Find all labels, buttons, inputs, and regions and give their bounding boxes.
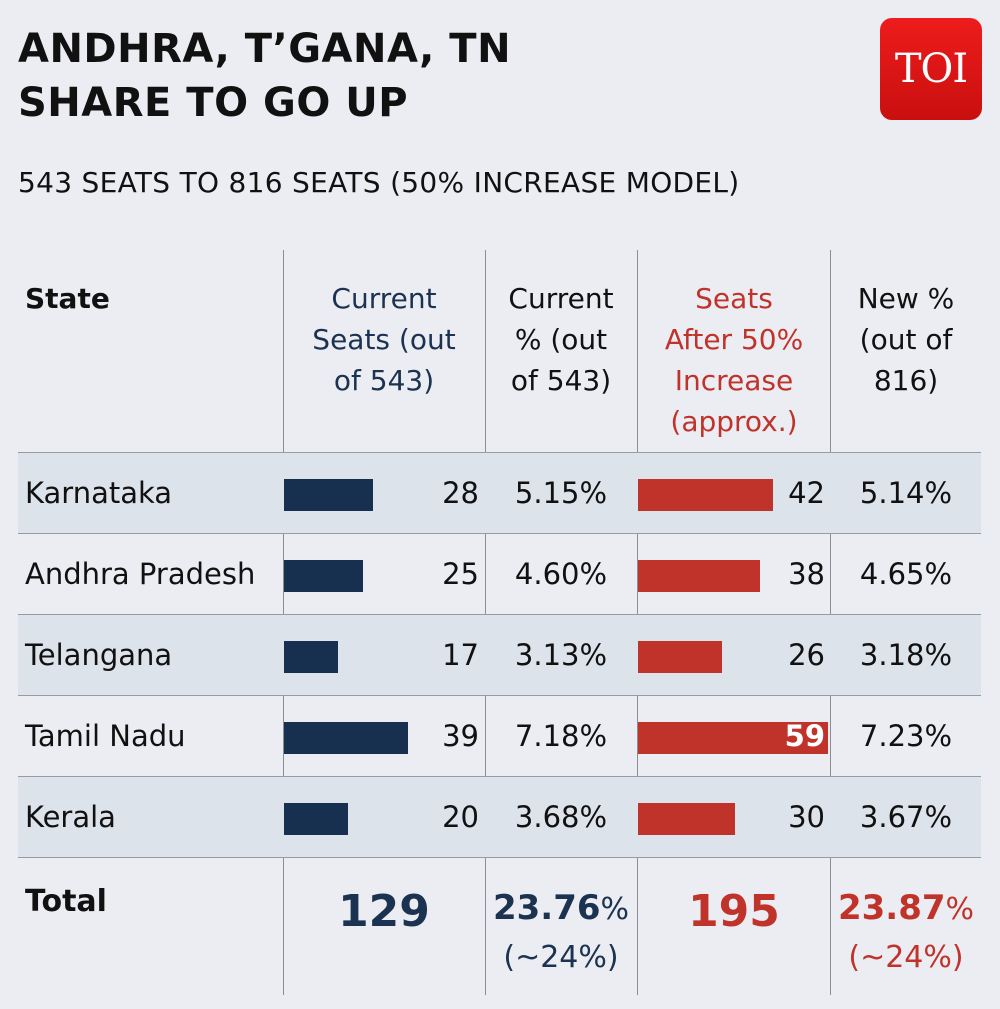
- pct-sign: %: [600, 892, 630, 927]
- new-pct-value: 3.67%: [859, 800, 953, 834]
- total-new-pct: 23.87% (~24%): [831, 884, 981, 982]
- state-name: Karnataka: [25, 476, 173, 510]
- header-current-seats: Current Seats (out of 543): [284, 278, 484, 401]
- state-name: Telangana: [25, 638, 173, 672]
- table-row: Kerala 20 3.68% 30 3.67%: [18, 776, 981, 857]
- toi-logo: TOI: [880, 18, 982, 120]
- total-label: Total: [25, 884, 107, 919]
- header-new-pct: New % (out of 816): [831, 278, 981, 401]
- after-seats-value: 59: [784, 719, 825, 753]
- current-seats-bar: [284, 722, 408, 754]
- header-state: State: [25, 282, 110, 315]
- state-name: Tamil Nadu: [25, 719, 186, 753]
- col_after_seats-line: After 50%: [664, 323, 804, 356]
- current-seats-value: 39: [442, 719, 479, 753]
- total-current-pct-value: 23.76: [492, 888, 601, 928]
- state-name: Kerala: [25, 800, 116, 834]
- after-seats-value: 42: [788, 476, 825, 510]
- total-current-seats: 129: [338, 886, 430, 937]
- current-pct-value: 3.13%: [514, 638, 608, 672]
- total-current-pct: 23.76% (~24%): [486, 884, 636, 982]
- table-row: Tamil Nadu 39 7.18% 59 7.23%: [18, 695, 981, 776]
- after-seats-bar: [638, 479, 773, 511]
- table-row: Karnataka 28 5.15% 42 5.14%: [18, 452, 981, 533]
- col_new_pct-line: New %: [857, 282, 955, 315]
- current-seats-bar: [284, 803, 348, 835]
- after-seats-bar: [638, 803, 735, 835]
- pct-sign: %: [945, 892, 975, 927]
- total-current-pct-approx: (~24%): [503, 940, 619, 975]
- col_current_seats-line: Seats (out: [312, 323, 456, 356]
- current-seats-bar: [284, 560, 363, 592]
- col_current_pct-line: % (out: [514, 323, 608, 356]
- col_current_seats-line: Current: [331, 282, 437, 315]
- current-pct-value: 3.68%: [514, 800, 608, 834]
- col_new_pct-line: (out of: [859, 323, 953, 356]
- current-seats-bar: [284, 479, 373, 511]
- seat-share-table: State Current Seats (out of 543) Current % …: [18, 250, 981, 995]
- after-seats-bar: [638, 722, 828, 754]
- total-new-pct-approx: (~24%): [848, 940, 964, 975]
- total-row: Total 129 23.76% (~24%) 195 23.87% (~24%…: [18, 857, 981, 995]
- current-seats-bar: [284, 641, 338, 673]
- col_current_pct-line: Current: [508, 282, 614, 315]
- new-pct-value: 5.14%: [859, 476, 953, 510]
- new-pct-value: 3.18%: [859, 638, 953, 672]
- col_current_seats-line: of 543): [333, 364, 435, 397]
- after-seats-bar: [638, 641, 722, 673]
- total-after-seats: 195: [688, 886, 780, 937]
- new-pct-value: 7.23%: [859, 719, 953, 753]
- current-seats-value: 28: [442, 476, 479, 510]
- current-seats-value: 20: [442, 800, 479, 834]
- table-row: Telangana 17 3.13% 26 3.18%: [18, 614, 981, 695]
- after-seats-value: 30: [788, 800, 825, 834]
- current-pct-value: 4.60%: [514, 557, 608, 591]
- after-seats-value: 38: [788, 557, 825, 591]
- total-new-pct-value: 23.87: [837, 888, 946, 928]
- col_new_pct-line: 816): [873, 364, 939, 397]
- table-row: Andhra Pradesh 25 4.60% 38 4.65%: [18, 533, 981, 614]
- new-pct-value: 4.65%: [859, 557, 953, 591]
- col_current_pct-line: of 543): [510, 364, 612, 397]
- header-after-seats: Seats After 50% Increase (approx.): [638, 278, 830, 442]
- title-line-2: SHARE TO GO UP: [18, 80, 409, 126]
- current-pct-value: 5.15%: [514, 476, 608, 510]
- header-current-pct: Current % (out of 543): [486, 278, 636, 401]
- current-seats-value: 17: [442, 638, 479, 672]
- col_after_seats-line: (approx.): [670, 405, 798, 438]
- col_after_seats-line: Increase: [674, 364, 794, 397]
- current-pct-value: 7.18%: [514, 719, 608, 753]
- current-seats-value: 25: [442, 557, 479, 591]
- page-title: ANDHRA, T’GANA, TN SHARE TO GO UP: [18, 22, 838, 130]
- after-seats-value: 26: [788, 638, 825, 672]
- state-name: Andhra Pradesh: [25, 557, 256, 591]
- title-line-1: ANDHRA, T’GANA, TN: [18, 26, 512, 72]
- subtitle: 543 SEATS TO 816 SEATS (50% INCREASE MOD…: [18, 166, 740, 199]
- after-seats-bar: [638, 560, 760, 592]
- col_after_seats-line: Seats: [695, 282, 773, 315]
